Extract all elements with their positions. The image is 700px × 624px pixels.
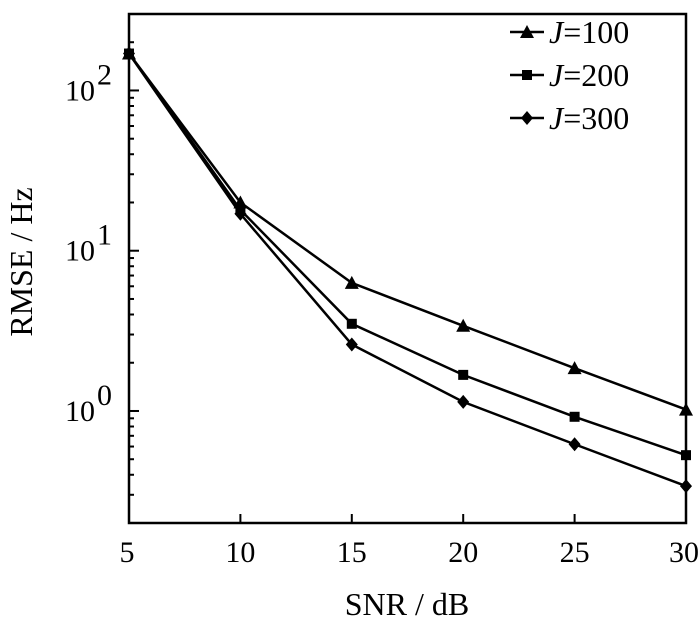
legend-variable: J xyxy=(549,100,565,136)
x-tick-label: 10 xyxy=(225,536,255,569)
data-point xyxy=(569,411,580,422)
y-tick-exponent: 2 xyxy=(97,58,112,91)
y-tick-exponent: 0 xyxy=(97,379,112,412)
x-axis-label: SNR / dB xyxy=(345,586,469,622)
data-point xyxy=(234,206,247,221)
legend-item: J=200 xyxy=(510,57,629,93)
legend-marker xyxy=(522,70,532,80)
data-point xyxy=(456,318,471,332)
y-axis-label: RMSE / Hz xyxy=(3,187,39,336)
x-tick-label: 20 xyxy=(448,536,478,569)
data-point xyxy=(346,318,357,329)
legend-value: =100 xyxy=(563,14,629,50)
data-point xyxy=(344,275,359,289)
legend-label: J=300 xyxy=(549,100,629,136)
data-point xyxy=(457,394,470,409)
x-tick-label: 25 xyxy=(560,536,590,569)
x-tick-label: 30 xyxy=(669,536,699,569)
legend-item: J=100 xyxy=(510,14,629,50)
series-line xyxy=(127,52,687,411)
legend-value: =200 xyxy=(563,57,629,93)
y-tick-label: 10 xyxy=(65,235,95,268)
legend-marker xyxy=(520,25,534,38)
series-line xyxy=(127,52,687,457)
legend-variable: J xyxy=(549,14,565,50)
data-point xyxy=(568,437,581,452)
y-tick-exponent: 1 xyxy=(97,219,112,252)
legend-label: J=200 xyxy=(549,57,629,93)
plot-frame xyxy=(127,12,688,525)
legend-item: J=300 xyxy=(510,100,629,136)
legend-marker xyxy=(521,111,533,125)
y-tick-label: 10 xyxy=(65,395,95,428)
x-tick-label: 5 xyxy=(120,536,135,569)
data-point xyxy=(567,361,582,375)
x-axis: 5 10 15 20 25 30 xyxy=(120,514,699,569)
data-point xyxy=(458,369,469,380)
y-tick-label: 10 xyxy=(65,74,95,107)
legend-label: J=100 xyxy=(549,14,629,50)
series-line xyxy=(127,52,687,488)
x-tick-label: 15 xyxy=(337,536,367,569)
legend-value: =300 xyxy=(563,100,629,136)
legend-variable: J xyxy=(549,57,565,93)
data-point xyxy=(345,337,358,352)
